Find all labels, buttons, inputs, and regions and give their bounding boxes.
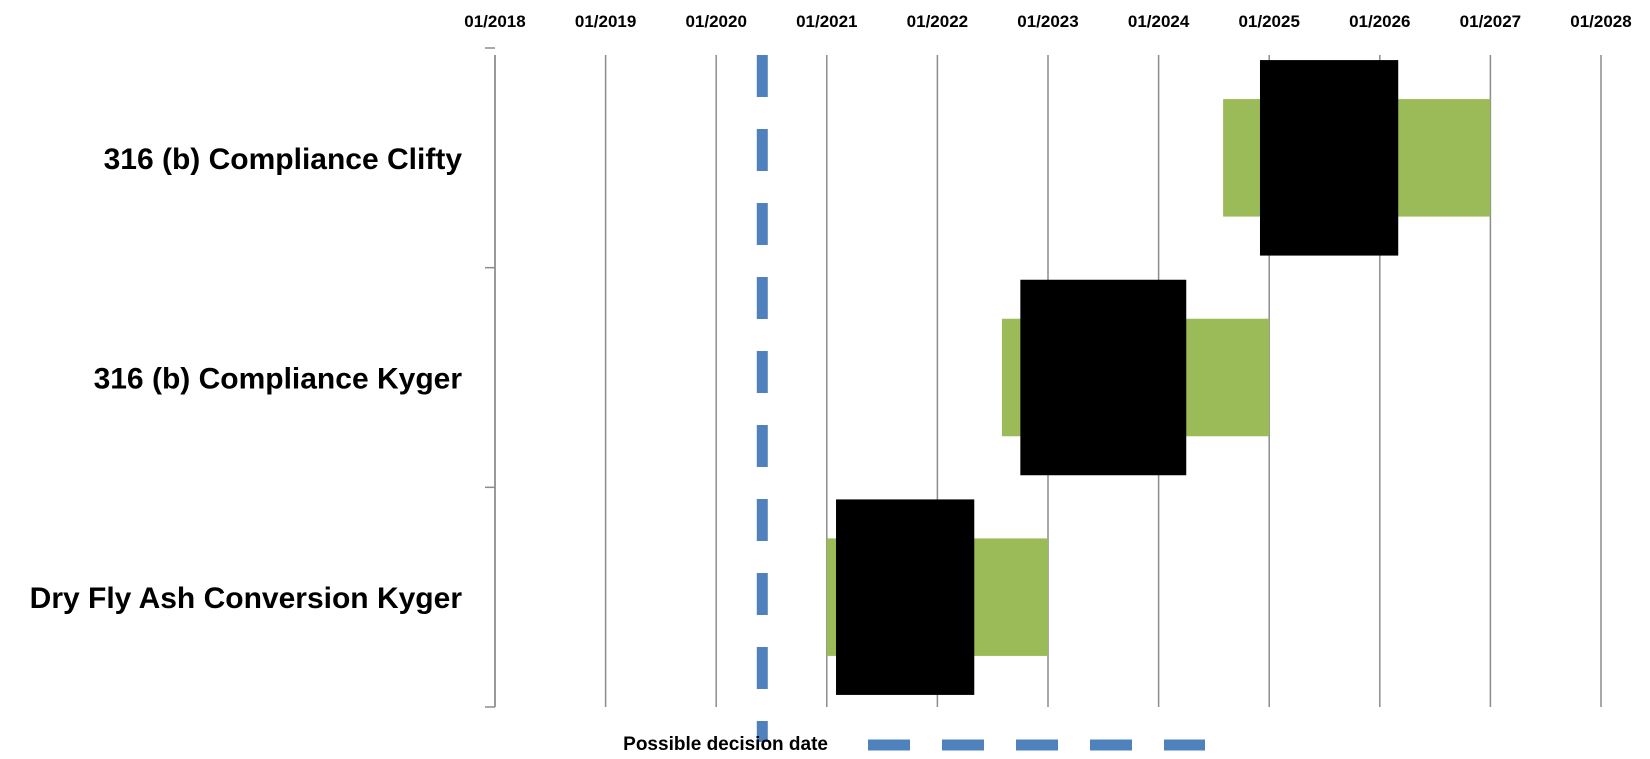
black-bar <box>836 499 975 695</box>
x-tick-label: 01/2023 <box>1017 12 1078 31</box>
category-labels: 316 (b) Compliance Clifty 316 (b) Complia… <box>30 143 463 615</box>
x-tick-label: 01/2022 <box>907 12 968 31</box>
x-tick-label: 01/2026 <box>1349 12 1410 31</box>
category-label: 316 (b) Compliance Clifty <box>104 143 463 176</box>
axes <box>485 47 496 708</box>
category-label: 316 (b) Compliance Kyger <box>94 363 463 396</box>
x-tick-label: 01/2018 <box>464 12 525 31</box>
x-tick-label: 01/2020 <box>685 12 746 31</box>
x-tick-label: 01/2021 <box>796 12 857 31</box>
bars <box>826 60 1491 695</box>
legend-label: Possible decision date <box>623 734 828 755</box>
category-label: Dry Fly Ash Conversion Kyger <box>30 582 463 615</box>
x-tick-label: 01/2027 <box>1460 12 1521 31</box>
black-bar <box>1259 60 1399 256</box>
x-tick-labels: 01/2018 01/2019 01/2020 01/2021 01/2022 01/20… <box>464 12 1631 31</box>
legend: Possible decision date <box>623 734 1205 755</box>
x-tick-label: 01/2024 <box>1128 12 1190 31</box>
x-tick-label: 01/2025 <box>1238 12 1299 31</box>
x-tick-label: 01/2028 <box>1570 12 1631 31</box>
black-bar <box>1020 279 1187 476</box>
x-tick-label: 01/2019 <box>575 12 636 31</box>
